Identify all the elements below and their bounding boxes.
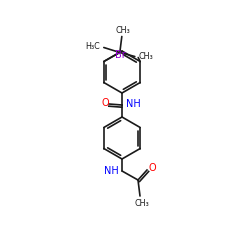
Text: CH₃: CH₃: [138, 52, 153, 61]
Text: O: O: [101, 98, 109, 108]
Text: H₃C: H₃C: [86, 42, 100, 51]
Text: CH₃: CH₃: [134, 198, 150, 207]
Text: O: O: [148, 163, 156, 173]
Text: Br: Br: [115, 50, 126, 60]
Text: CH₃: CH₃: [116, 26, 130, 35]
Text: NH: NH: [104, 166, 118, 176]
Text: NH: NH: [126, 99, 140, 109]
